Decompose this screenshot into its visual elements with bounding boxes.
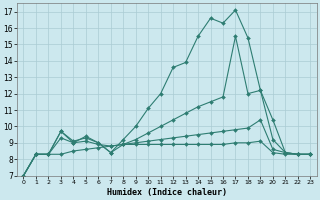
X-axis label: Humidex (Indice chaleur): Humidex (Indice chaleur) xyxy=(107,188,227,197)
